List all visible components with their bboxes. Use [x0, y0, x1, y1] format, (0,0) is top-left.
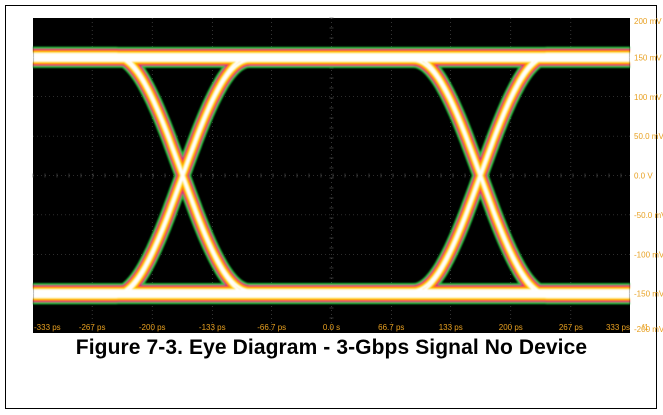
y-tick-label: -150 mV: [634, 290, 663, 299]
channel-label: f1: [642, 323, 649, 332]
y-tick-label: -50.0 mV: [634, 211, 663, 220]
x-tick-label: -133 ps: [199, 323, 226, 332]
y-tick-label: 50.0 mV: [634, 132, 663, 141]
y-tick-label: 150 mV: [634, 53, 662, 62]
x-tick-label: 267 ps: [559, 323, 583, 332]
y-tick-label: 0.0 V: [634, 172, 653, 181]
eye-diagram-chart: 200 mV 150 mV 100 mV 50.0 mV 0.0 V -50.0 mV -1…: [27, 17, 663, 334]
x-tick-label: 66.7 ps: [378, 323, 404, 332]
y-tick-label: 200 mV: [634, 17, 662, 26]
y-tick-label: 100 mV: [634, 93, 662, 102]
x-tick-label: 0.0 s: [323, 323, 340, 332]
x-tick-label: -66.7 ps: [257, 323, 286, 332]
x-tick-label: -267 ps: [79, 323, 106, 332]
x-tick-label: 133 ps: [439, 323, 463, 332]
y-tick-label: -100 mV: [634, 250, 663, 259]
x-tick-label: -333 ps: [34, 323, 61, 332]
x-tick-label: 333 ps: [606, 323, 630, 332]
y-tick-label: -200 mV: [634, 325, 663, 334]
x-tick-label: -200 ps: [139, 323, 166, 332]
figure-caption: Figure 7-3. Eye Diagram - 3-Gbps Signal …: [75, 336, 588, 359]
x-tick-label: 200 ps: [499, 323, 523, 332]
